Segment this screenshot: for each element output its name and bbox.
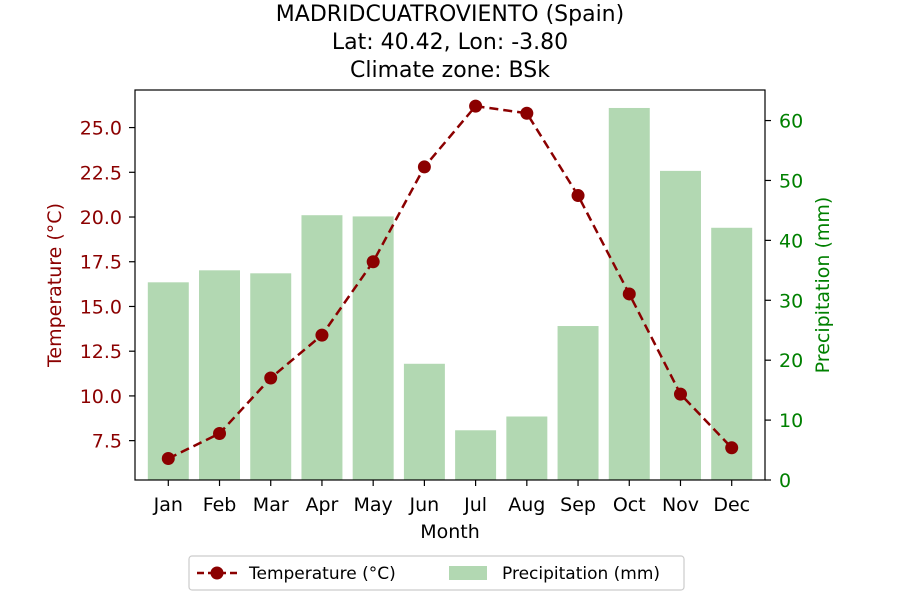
x-tick-label: Jun bbox=[409, 494, 440, 516]
temperature-point-apr bbox=[315, 328, 329, 342]
legend-precipitation-swatch bbox=[449, 566, 487, 580]
x-tick-label: Aug bbox=[508, 494, 545, 516]
y-right-tick-label: 10 bbox=[779, 410, 803, 432]
x-axis-label: Month bbox=[420, 521, 480, 543]
temperature-line-layer bbox=[161, 99, 739, 466]
y-right-tick-label: 20 bbox=[779, 350, 803, 372]
x-tick-label: Jan bbox=[153, 494, 183, 516]
precipitation-bar-dec bbox=[711, 227, 753, 480]
x-tick-label: May bbox=[354, 494, 393, 516]
temperature-point-aug bbox=[520, 106, 534, 120]
precipitation-bar-sep bbox=[557, 326, 599, 480]
y-right-tick-label: 40 bbox=[779, 230, 803, 252]
temperature-point-dec bbox=[725, 441, 739, 455]
temperature-point-jan bbox=[161, 452, 175, 466]
chart-title-line-1: MADRIDCUATROVIENTO (Spain) bbox=[276, 2, 624, 27]
y-right-tick-label: 0 bbox=[779, 470, 791, 492]
temperature-point-jul bbox=[469, 99, 483, 113]
legend-temperature-marker bbox=[210, 566, 224, 580]
y-left-tick-label: 22.5 bbox=[80, 162, 122, 184]
precipitation-bars bbox=[147, 107, 753, 481]
precipitation-bar-jan bbox=[147, 282, 189, 480]
y-left-tick-label: 17.5 bbox=[80, 252, 122, 274]
y-right-tick-label: 50 bbox=[779, 170, 803, 192]
temperature-point-sep bbox=[571, 189, 585, 203]
x-tick-label: Apr bbox=[306, 494, 339, 516]
chart-title: MADRIDCUATROVIENTO (Spain) Lat: 40.42, L… bbox=[276, 2, 624, 83]
x-tick-label: Nov bbox=[662, 494, 699, 516]
temperature-line bbox=[167, 104, 733, 460]
precipitation-bar-nov bbox=[660, 170, 701, 480]
y-axis-left: 7.5 10.0 12.5 15.0 17.5 20.0 22.5 25.0 bbox=[80, 118, 135, 453]
y-right-tick-label: 60 bbox=[779, 111, 803, 133]
x-axis: Jan Feb Mar Apr May Jun Jul Aug Sep Oct Nov Dec bbox=[153, 480, 750, 516]
x-tick-label: Jul bbox=[463, 494, 487, 516]
x-tick-label: Sep bbox=[560, 494, 596, 516]
chart-title-line-3: Climate zone: BSk bbox=[350, 58, 550, 83]
x-tick-label: Mar bbox=[253, 494, 289, 516]
y-right-tick-label: 30 bbox=[779, 290, 803, 312]
y-axis-right-label: Precipitation (mm) bbox=[812, 197, 834, 374]
legend-box bbox=[188, 555, 685, 591]
chart-title-line-2: Lat: 40.42, Lon: -3.80 bbox=[332, 30, 568, 55]
precipitation-bar-aug bbox=[506, 416, 548, 480]
y-left-tick-label: 25.0 bbox=[80, 118, 122, 140]
legend-temperature-label: Temperature (°C) bbox=[248, 564, 396, 584]
precipitation-bar-feb bbox=[199, 270, 240, 480]
precipitation-bar-apr bbox=[301, 215, 343, 480]
temperature-point-mar bbox=[264, 371, 278, 385]
temperature-point-nov bbox=[673, 387, 687, 401]
y-axis-right: 0 10 20 30 40 50 60 bbox=[765, 111, 803, 492]
x-tick-label: Feb bbox=[203, 494, 237, 516]
y-left-tick-label: 20.0 bbox=[80, 207, 122, 229]
y-left-tick-label: 15.0 bbox=[80, 296, 122, 318]
plot-frame bbox=[134, 89, 766, 481]
legend-precipitation-label: Precipitation (mm) bbox=[502, 564, 660, 584]
temperature-point-oct bbox=[622, 287, 636, 301]
x-tick-label: Oct bbox=[613, 494, 646, 516]
temperature-point-feb bbox=[213, 426, 227, 440]
y-left-tick-label: 12.5 bbox=[80, 341, 122, 363]
precipitation-bar-jul bbox=[455, 430, 497, 480]
y-axis-left-label: Temperature (°C) bbox=[44, 203, 66, 368]
temperature-point-may bbox=[366, 255, 380, 269]
y-left-tick-label: 10.0 bbox=[80, 386, 122, 408]
x-tick-label: Dec bbox=[713, 494, 750, 516]
y-left-tick-label: 7.5 bbox=[92, 431, 122, 453]
temperature-point-jun bbox=[417, 160, 431, 174]
precipitation-bar-jun bbox=[403, 363, 445, 480]
legend: Temperature (°C) Precipitation (mm) bbox=[188, 555, 685, 591]
